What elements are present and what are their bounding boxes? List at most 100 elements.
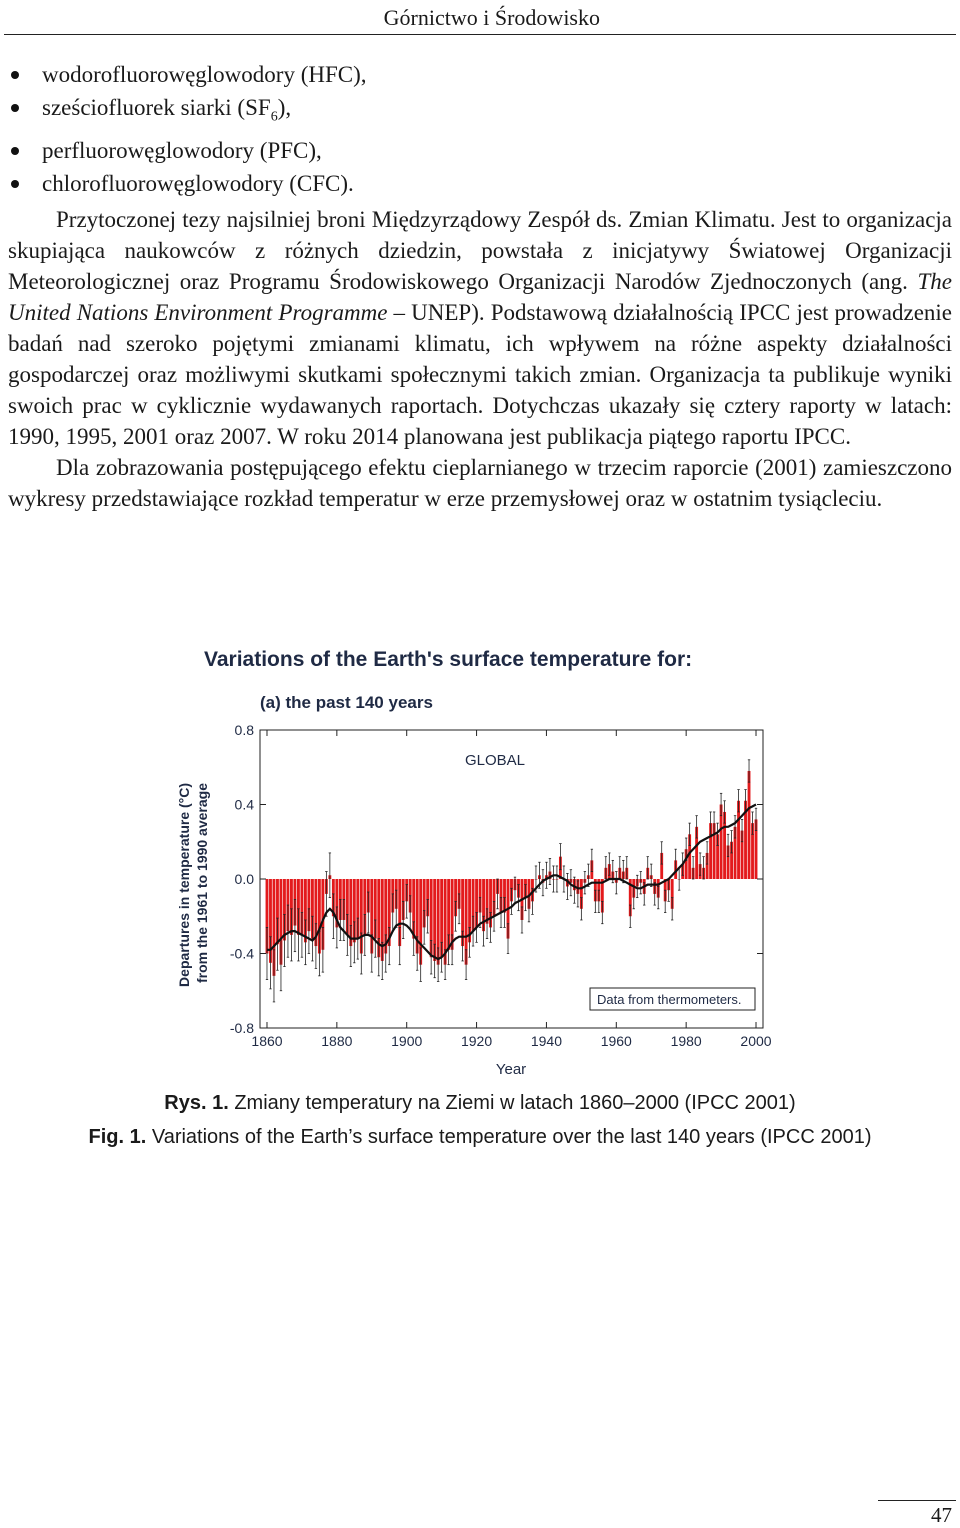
temperature-chart: Variations of the Earth's surface temper… [176,648,772,1078]
data-bar [754,819,758,879]
data-bar [660,852,664,879]
list-item-text: sześciofluorek siarki (SF [42,95,271,120]
data-bar [422,879,426,928]
paragraph-text: Przytoczonej tezy najsilniej broni Międz… [8,207,952,294]
paragraph: Dla zobrazowania postępującego efektu ci… [8,455,952,511]
chart-subtitle: (a) the past 140 years [260,693,433,712]
data-bar [492,879,496,917]
data-bar [370,879,374,954]
data-bar [684,849,688,879]
y-tick-label: -0.8 [230,1020,254,1036]
data-bar [269,879,272,963]
y-tick-label: 0.0 [235,871,255,887]
data-bar [398,879,402,947]
y-axis-label-line-2: from the 1961 to 1990 average [194,783,210,983]
list-item-text: chlorofluorowęglowodory (CFC). [42,170,354,196]
data-bar [415,879,419,954]
data-bar [377,879,381,958]
footer-rule [878,1500,956,1501]
panel-label: GLOBAL [465,752,525,769]
data-bar [719,804,723,879]
data-bar [349,879,353,947]
data-bar [489,879,492,928]
data-bar [279,879,283,965]
data-bar [461,879,465,947]
data-bar [314,879,318,947]
data-bar [726,845,730,879]
data-bar [401,879,405,920]
data-bar [335,879,339,928]
x-tick-label: 1980 [671,1033,702,1049]
x-tick-label: 1960 [601,1033,632,1049]
data-bar [352,879,356,943]
y-tick-label: 0.4 [235,797,255,813]
data-bar [363,879,367,935]
data-bar [310,879,314,939]
gas-list: wodorofluorowęglowodory (HFC), sześciofl… [8,58,367,200]
data-bar [600,879,604,913]
data-bar [485,879,489,924]
list-item: perfluorowęglowodory (PFC), [8,134,367,167]
data-bar [737,800,740,879]
paragraph-text: – UNEP). Podstawową działalnością IPCC j… [8,300,952,449]
data-bar [478,879,482,913]
page-number: 47 [931,1503,952,1527]
x-tick-label: 1900 [391,1033,422,1049]
list-item-text-tail: ), [277,95,292,120]
data-bar [321,879,325,950]
x-tick-label: 2000 [740,1033,771,1049]
data-bar [447,879,451,950]
data-bar [317,879,321,954]
y-axis-label: Departures in temperature (°C) from the … [176,779,210,987]
data-bar [307,879,311,932]
caption-text-en: Variations of the Earth’s surface temper… [146,1126,872,1148]
smoothed-trend-line [267,803,757,961]
list-item: chlorofluorowęglowodory (CFC). [8,167,367,200]
data-bar [730,841,733,879]
data-bar [296,879,300,935]
x-tick-label: 1920 [461,1033,492,1049]
data-bar [272,879,276,976]
data-bar [359,879,363,954]
data-bar [747,770,751,879]
data-bar [740,830,744,879]
caption-text-pl: Zmiany temperatury na Ziemi w latach 186… [228,1092,796,1114]
data-bar [265,879,269,954]
figure-caption-pl: Rys. 1. Zmiany temperatury na Ziemi w la… [0,1092,960,1115]
paragraph: Przytoczonej tezy najsilniej broni Międz… [8,204,952,452]
data-bar [744,800,747,879]
data-bar [723,811,727,879]
data-bar [412,879,416,939]
data-bar [443,879,447,965]
x-tick-label: 1940 [531,1033,562,1049]
chart-title: Variations of the Earth's surface temper… [204,648,692,671]
x-tick-label: 1860 [251,1033,282,1049]
data-bar [276,879,279,945]
x-axis-label: Year [496,1061,526,1078]
list-item-subscript: 6 [270,109,278,125]
data-bar [503,879,506,913]
data-bar [751,823,754,879]
data-bar [387,879,391,947]
x-tick-label: 1880 [321,1033,352,1049]
list-item-text: wodorofluorowęglowodory (HFC), [42,62,367,87]
data-bar [464,879,468,965]
figure-temperature-chart: Variations of the Earth's surface temper… [160,638,800,1083]
data-bar [384,879,388,954]
paragraph-italic: The United Nations Environment Programme [8,269,952,325]
data-bar [712,823,716,879]
data-bar [303,879,307,943]
data-bar [290,879,293,935]
figure-caption-en: Fig. 1. Variations of the Earth’s surfac… [0,1126,960,1149]
body-text: Przytoczonej tezy najsilniej broni Międz… [8,204,952,514]
data-source-box [589,987,756,1011]
data-bar [436,879,440,965]
data-bar [579,879,583,909]
list-item: sześciofluorek siarki (SF6), [8,91,367,134]
data-bar [429,879,433,958]
data-bar [300,879,304,935]
data-bar [695,826,699,879]
list-item: wodorofluorowęglowodory (HFC), [8,58,367,91]
running-head: Górnictwo i Środowisko [383,5,600,30]
data-bar [283,879,286,941]
